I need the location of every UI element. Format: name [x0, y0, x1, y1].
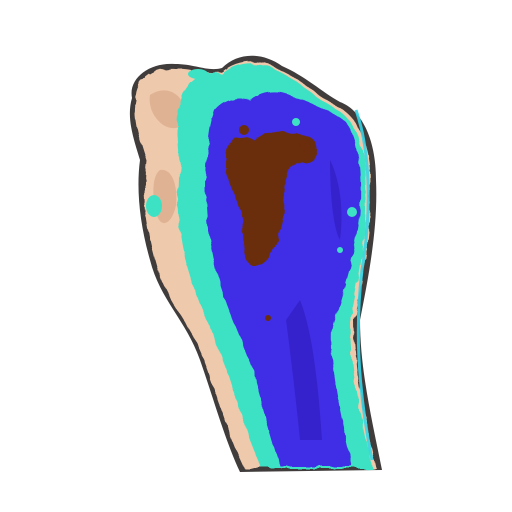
turquoise-patch — [188, 69, 208, 79]
turquoise-speckle — [347, 207, 357, 217]
brown-speckle — [239, 125, 249, 135]
brown-speckle — [299, 139, 311, 151]
fist-brown-region — [226, 131, 318, 267]
turquoise-patch — [146, 195, 162, 217]
skin-shading — [149, 90, 187, 224]
cyan-edge — [354, 109, 374, 461]
turquoise-speckle — [337, 247, 343, 253]
brown-speckle — [265, 315, 271, 321]
turquoise-speckle — [292, 118, 300, 126]
blue-shading — [286, 160, 342, 440]
